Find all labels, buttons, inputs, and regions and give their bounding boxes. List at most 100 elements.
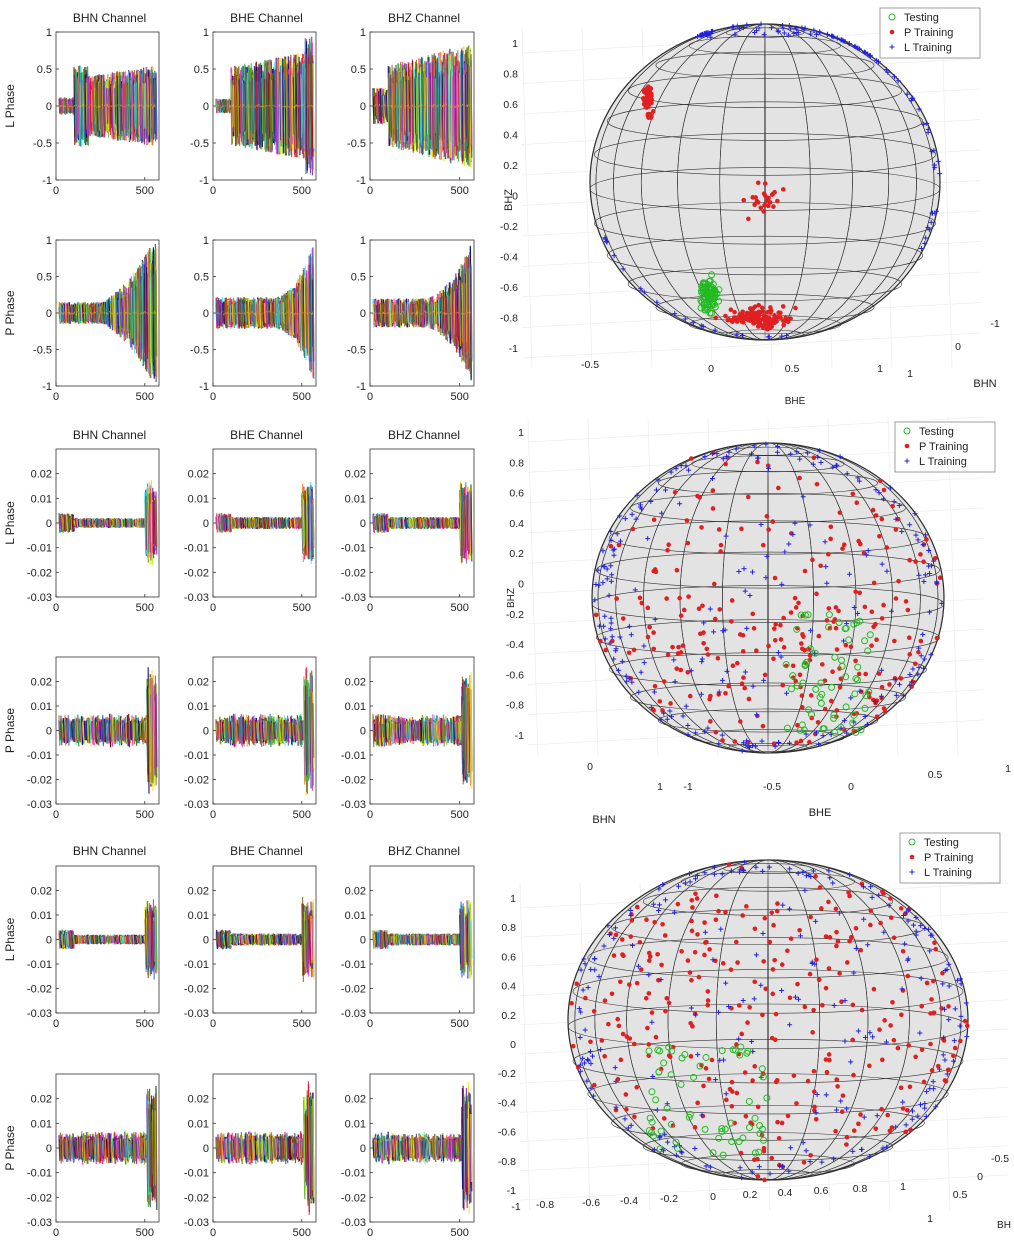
p-training-point bbox=[729, 598, 735, 603]
p-training-point bbox=[686, 594, 691, 599]
p-training-point bbox=[800, 705, 805, 710]
xtick-label: 0 bbox=[53, 185, 59, 197]
l-training-point bbox=[710, 475, 716, 481]
l-training-point bbox=[742, 859, 748, 865]
waveform-panel: -1 -0.5 0 0.5 1 0 500 bbox=[33, 235, 160, 403]
l-training-point bbox=[607, 640, 613, 646]
p-training-point bbox=[771, 741, 777, 746]
testing-point bbox=[660, 1059, 668, 1067]
l-training-point bbox=[723, 454, 729, 460]
p-training-point bbox=[918, 638, 924, 644]
l-training-point bbox=[918, 975, 924, 981]
channel-title: BHZ Channel bbox=[388, 428, 460, 442]
l-training-point bbox=[671, 657, 677, 663]
l-training-point bbox=[933, 1104, 939, 1110]
p-training-point bbox=[838, 676, 844, 682]
p-training-point bbox=[708, 719, 713, 724]
l-training-point bbox=[712, 1077, 718, 1083]
p-training-point bbox=[661, 679, 667, 684]
l-training-point bbox=[612, 1065, 618, 1071]
p-training-point bbox=[613, 1107, 619, 1113]
l-training-point bbox=[879, 561, 885, 567]
l-training-point bbox=[872, 699, 878, 705]
z-tick-label: 0.6 bbox=[509, 488, 524, 500]
p-training-point bbox=[661, 1116, 667, 1121]
z-tick-label: -0.2 bbox=[500, 221, 518, 233]
z-tick-label: 0.8 bbox=[501, 922, 516, 934]
p-training-point bbox=[764, 513, 770, 519]
l-training-point bbox=[682, 880, 688, 886]
xtick-label: 0 bbox=[367, 809, 373, 821]
l-training-point bbox=[760, 931, 766, 937]
l-training-point bbox=[651, 689, 657, 695]
l-training-point bbox=[817, 29, 823, 35]
xtick-label: 0 bbox=[53, 1018, 59, 1030]
l-training-point bbox=[591, 956, 597, 962]
p-training-point bbox=[876, 671, 882, 676]
p-training-point bbox=[720, 961, 726, 966]
l-training-point bbox=[641, 289, 647, 295]
l-training-point bbox=[855, 45, 861, 51]
l-training-point bbox=[678, 1149, 684, 1155]
p-training-point bbox=[898, 1085, 904, 1091]
p-training-point bbox=[896, 578, 901, 584]
l-training-point bbox=[935, 158, 941, 164]
p-training-point bbox=[754, 648, 759, 653]
l-training-point bbox=[907, 671, 913, 677]
p-training-point bbox=[837, 510, 843, 515]
p-training-point bbox=[755, 1156, 760, 1162]
l-training-point bbox=[711, 871, 717, 877]
l-training-point bbox=[626, 675, 632, 681]
testing-point bbox=[819, 725, 827, 733]
legend-box bbox=[894, 421, 996, 473]
p-training-point bbox=[627, 1036, 633, 1041]
p-training-point bbox=[609, 991, 615, 997]
l-training-point bbox=[638, 669, 644, 675]
l-training-point bbox=[925, 225, 931, 231]
p-training-point bbox=[819, 906, 824, 911]
p-training-point bbox=[737, 632, 743, 637]
l-training-point bbox=[861, 1114, 867, 1120]
l-training-point bbox=[714, 451, 720, 457]
p-training-point bbox=[689, 897, 695, 903]
l-training-point bbox=[950, 1058, 956, 1064]
l-training-point bbox=[920, 665, 926, 671]
p-training-point bbox=[781, 645, 787, 650]
l-training-point bbox=[899, 986, 905, 992]
l-training-point bbox=[920, 542, 926, 548]
ytick-label: 0.02 bbox=[31, 886, 52, 898]
p-training-point bbox=[643, 99, 649, 105]
ytick-label: -0.02 bbox=[27, 1192, 52, 1204]
p-training-point bbox=[879, 684, 885, 690]
p-training-point bbox=[795, 981, 800, 987]
l-training-point bbox=[698, 691, 704, 697]
l-training-point bbox=[613, 1078, 619, 1084]
l-training-point bbox=[602, 636, 608, 642]
l-training-point bbox=[837, 454, 843, 460]
xtick-label: 500 bbox=[136, 809, 154, 821]
p-training-point bbox=[695, 493, 700, 499]
testing-point bbox=[665, 1043, 673, 1051]
ytick-label: 0.01 bbox=[345, 910, 366, 922]
p-training-point bbox=[805, 1078, 811, 1084]
p-training-point bbox=[739, 1031, 745, 1037]
xtick-label: 0 bbox=[210, 1018, 216, 1030]
l-training-point bbox=[717, 1057, 723, 1063]
l-training-point bbox=[668, 469, 674, 475]
l-training-point bbox=[580, 1055, 586, 1061]
l-training-point bbox=[724, 668, 730, 674]
l-training-point bbox=[752, 743, 758, 749]
l-training-point bbox=[702, 729, 708, 735]
testing-point bbox=[831, 728, 839, 736]
l-training-point bbox=[834, 1107, 840, 1113]
p-training-point bbox=[799, 693, 805, 698]
testing-point bbox=[864, 647, 872, 655]
l-training-point bbox=[916, 664, 922, 670]
legend: Testing P Training L Training bbox=[899, 832, 1001, 884]
l-training-point bbox=[585, 1058, 591, 1064]
l-training-point bbox=[602, 235, 608, 241]
ytick-label: 0.02 bbox=[345, 1094, 366, 1106]
p-training-point bbox=[772, 320, 777, 326]
ytick-label: 0.5 bbox=[351, 64, 366, 76]
row-label: P Phase bbox=[3, 1125, 17, 1170]
